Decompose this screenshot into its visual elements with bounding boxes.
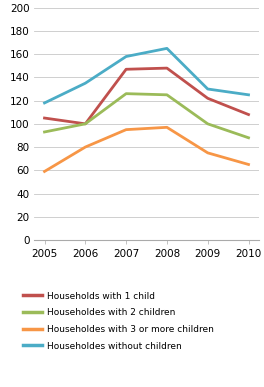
Legend: Households with 1 child, Householdes with 2 children, Householdes with 3 or more: Households with 1 child, Householdes wit… [23,292,214,351]
